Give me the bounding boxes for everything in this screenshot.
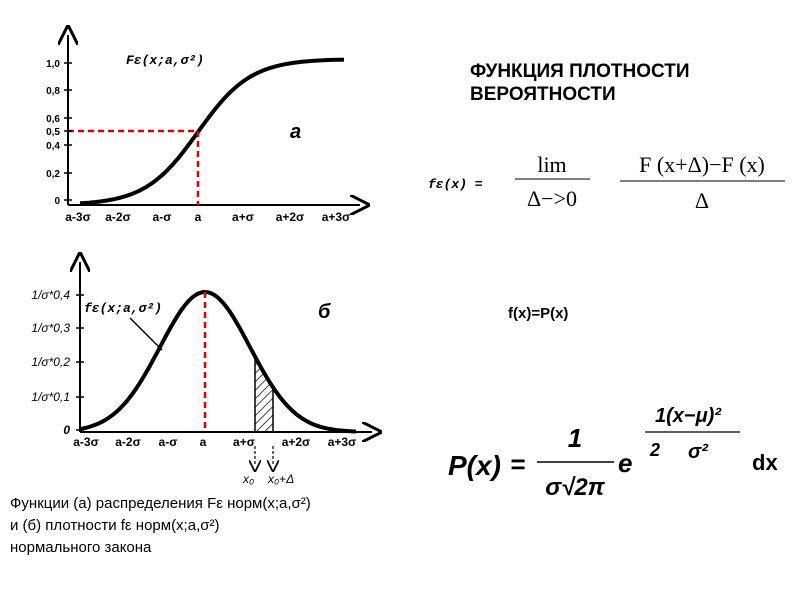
label-pointer xyxy=(129,317,163,351)
panel-label: а xyxy=(290,121,301,143)
x-tick-label: a-2σ xyxy=(105,210,131,224)
x-tick-label: a-σ xyxy=(159,435,178,449)
y-tick-label: 1/σ*0,1 xyxy=(31,390,70,404)
cdf-curve xyxy=(79,57,345,206)
x-tick-label: a-3σ xyxy=(65,210,91,224)
y-tick-label: 0,5 xyxy=(46,127,60,138)
exp-den: σ² xyxy=(688,441,709,463)
y-tick-label: 1/σ*0,2 xyxy=(31,355,70,369)
x-tick-label: a-3σ xyxy=(73,435,99,449)
p-eq: = xyxy=(510,449,525,479)
title: ФУНКЦИЯ ПЛОТНОСТИ ВЕРОЯТНОСТИ xyxy=(470,61,689,105)
y-tick-label: 0,8 xyxy=(46,86,60,97)
pdf-curve xyxy=(79,289,357,434)
p-num: 1 xyxy=(568,423,582,453)
exp-num: 1(x−μ)² xyxy=(655,405,722,427)
x-tick-label: a+3σ xyxy=(328,435,357,449)
x-tick-label: a+σ xyxy=(233,435,255,449)
x-tick-label: a-2σ xyxy=(115,435,141,449)
y-tick-label: 1/σ*0,4 xyxy=(31,288,70,302)
x-tick-label: a xyxy=(195,210,202,224)
y-tick-label: 1,0 xyxy=(46,59,60,70)
dx: dx xyxy=(752,450,778,475)
lim-sub: Δ−>0 xyxy=(527,186,577,211)
y-tick-label: 0 xyxy=(54,196,60,207)
caption: нормального закона xyxy=(10,539,152,556)
y-tick-label: 0,4 xyxy=(46,141,60,152)
x-tick-label: a-σ xyxy=(153,210,172,224)
denominator: Δ xyxy=(695,188,709,213)
panel-label: б xyxy=(318,301,331,323)
equality: f(x)=P(x) xyxy=(508,305,568,322)
x-tick-label: a+2σ xyxy=(276,210,305,224)
x0-label: x₀ xyxy=(242,472,254,486)
y-tick-label: 0 xyxy=(63,423,70,437)
caption: Функции (а) распределения Fε норм(x;a,σ²… xyxy=(10,495,311,512)
formula-lhs: fε(x) = xyxy=(428,177,483,192)
p-den: σ√2π xyxy=(545,474,605,501)
x0d-label: x₀+Δ xyxy=(267,472,294,486)
x-tick-label: a xyxy=(200,435,207,449)
p-e: e xyxy=(618,448,632,478)
y-tick-label: 0,6 xyxy=(46,114,60,125)
lim: lim xyxy=(537,152,566,177)
median-guide xyxy=(68,129,200,205)
probability-area xyxy=(254,356,274,433)
curve-label: fε(x;a,σ²) xyxy=(84,301,162,316)
curve-label: Fε(x;a,σ²) xyxy=(126,53,204,68)
exp-two: 2 xyxy=(649,440,660,460)
x-tick-label: a+2σ xyxy=(282,435,311,449)
y-tick-label: 0,2 xyxy=(46,169,60,180)
p-lhs: P(x) xyxy=(448,450,501,481)
x-tick-label: a+σ xyxy=(232,210,254,224)
numerator: F (x+Δ)−F (x) xyxy=(639,152,765,177)
y-tick-label: 1/σ*0,3 xyxy=(31,321,70,335)
x-tick-label: a+3σ xyxy=(322,210,351,224)
caption: и (б) плотности fε норм(x;a,σ²) xyxy=(10,517,220,534)
